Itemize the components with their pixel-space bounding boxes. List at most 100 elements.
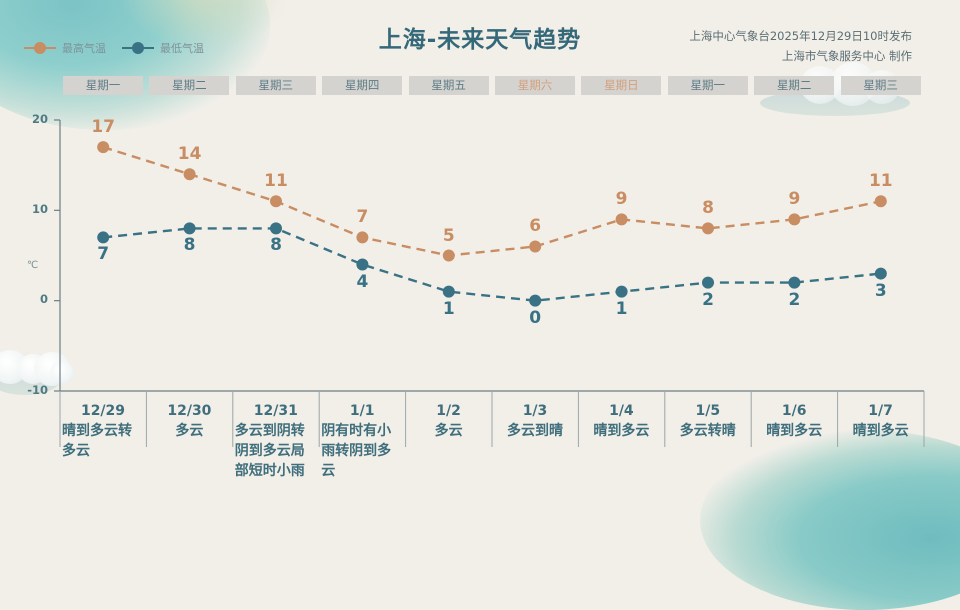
low-temp-point[interactable] xyxy=(874,267,887,280)
low-temp-label: 8 xyxy=(183,235,196,256)
high-temp-point[interactable] xyxy=(874,195,887,208)
forecast-date: 1/6 xyxy=(781,403,807,419)
forecast-column: 1/6 晴到多云 xyxy=(751,401,837,441)
low-temp-point[interactable] xyxy=(97,231,110,244)
y-tick-label: -10 xyxy=(27,383,48,397)
low-temp-label: 0 xyxy=(529,307,542,328)
high-temp-line xyxy=(102,145,882,257)
weekday-tabs: 星期一 星期二 星期三 星期四 星期五 星期六 星期日 星期一 星期二 星期三 xyxy=(63,76,923,96)
y-axis-unit: ℃ xyxy=(27,260,39,271)
weekend-tab: 星期日 xyxy=(581,76,662,95)
high-temp-label: 17 xyxy=(91,117,116,138)
low-temp-label: 1 xyxy=(442,298,455,319)
forecast-column: 12/29 晴到多云转多云 xyxy=(60,401,146,461)
high-temp-point[interactable] xyxy=(702,222,714,235)
forecast-weather: 晴到多云 xyxy=(852,423,909,439)
weekday-tab: 星期五 xyxy=(408,76,489,95)
high-temp-label: 11 xyxy=(264,171,288,192)
forecast-date: 12/30 xyxy=(167,403,212,419)
forecast-column: 1/2 多云 xyxy=(406,401,492,441)
y-tick-label: 10 xyxy=(31,202,48,216)
low-temp-label: 7 xyxy=(97,244,110,265)
low-temp-point[interactable] xyxy=(442,285,455,298)
weekday-tab: 星期一 xyxy=(667,76,748,95)
forecast-weather: 阴有时有小雨转阴到多云 xyxy=(321,423,392,479)
chart-legend: 最高气温 最低气温 xyxy=(24,40,220,56)
forecast-weather: 晴到多云 xyxy=(766,423,823,439)
low-temp-label: 4 xyxy=(356,271,369,292)
high-temp-point[interactable] xyxy=(615,213,628,226)
high-temp-label: 7 xyxy=(356,207,369,228)
high-temp-label: 8 xyxy=(702,198,714,219)
high-temp-label: 9 xyxy=(788,189,801,210)
forecast-date: 1/1 xyxy=(349,403,375,419)
legend-label-low: 最低气温 xyxy=(160,42,204,55)
weekday-tab: 星期一 xyxy=(63,76,143,95)
y-tick-label: 0 xyxy=(39,292,48,306)
page-title: 上海-未来天气趋势 xyxy=(378,27,582,53)
high-temp-point[interactable] xyxy=(788,213,801,226)
weekday-tab: 星期四 xyxy=(322,76,403,95)
forecast-weather: 多云 xyxy=(434,423,463,439)
low-temp-point[interactable] xyxy=(529,294,542,307)
weekend-tab: 星期六 xyxy=(495,76,575,95)
high-temp-label: 6 xyxy=(529,216,542,237)
high-temp-point[interactable] xyxy=(529,240,542,253)
low-temp-point[interactable] xyxy=(270,222,282,235)
forecast-date: 1/3 xyxy=(522,403,548,419)
forecast-date: 1/4 xyxy=(609,403,634,419)
forecast-column: 12/30 多云 xyxy=(146,401,232,441)
high-temp-point[interactable] xyxy=(270,195,282,208)
forecast-column: 1/1 阴有时有小雨转阴到多云 xyxy=(319,401,405,481)
high-temp-point[interactable] xyxy=(97,141,110,154)
forecast-column: 1/4 晴到多云 xyxy=(578,401,664,441)
forecast-date: 12/29 xyxy=(80,403,126,419)
forecast-date: 12/31 xyxy=(253,403,298,419)
low-temp-label: 2 xyxy=(702,289,714,310)
high-temp-label: 14 xyxy=(177,144,202,165)
low-temp-point[interactable] xyxy=(702,276,714,289)
weekday-tab: 星期三 xyxy=(235,76,316,95)
forecast-weather: 多云转晴 xyxy=(679,423,736,439)
temperature-chart xyxy=(54,119,925,447)
forecast-weather: 晴到多云 xyxy=(593,423,650,439)
low-temp-point[interactable] xyxy=(183,222,196,235)
forecast-date: 1/5 xyxy=(695,403,721,419)
forecast-column: 1/7 晴到多云 xyxy=(838,401,924,441)
forecast-date: 1/7 xyxy=(868,403,893,419)
high-temp-label: 9 xyxy=(615,189,628,210)
low-temp-line xyxy=(103,227,881,302)
forecast-weather: 多云到晴 xyxy=(507,423,563,439)
low-temp-label: 3 xyxy=(874,280,887,301)
forecast-column: 12/31 多云到阴转阴到多云局部短时小雨 xyxy=(233,401,319,481)
forecast-date: 1/2 xyxy=(436,403,461,419)
legend-label-high: 最高气温 xyxy=(62,42,106,55)
forecast-weather: 多云 xyxy=(175,423,204,439)
weekday-tab: 星期二 xyxy=(149,76,230,95)
forecast-column: 1/3 多云到晴 xyxy=(492,401,578,441)
low-temp-point[interactable] xyxy=(356,258,369,271)
high-temp-point[interactable] xyxy=(183,168,196,181)
low-temp-label: 2 xyxy=(788,289,801,310)
high-temp-point[interactable] xyxy=(356,231,369,244)
low-temp-label: 1 xyxy=(615,298,628,319)
legend-item-low[interactable]: 最低气温 xyxy=(122,40,204,56)
publisher-line-1: 上海中心气象台2025年12月29日10时发布 xyxy=(689,29,912,43)
high-temp-label: 5 xyxy=(442,225,455,246)
forecast-column: 1/5 多云转晴 xyxy=(665,401,751,441)
low-temp-marker-icon xyxy=(122,42,154,54)
weekday-tab: 星期三 xyxy=(840,76,921,95)
publisher-line-2: 上海市气象服务中心 制作 xyxy=(781,49,912,63)
legend-item-high[interactable]: 最高气温 xyxy=(24,40,106,56)
low-temp-point[interactable] xyxy=(615,285,628,298)
high-temp-marker-icon xyxy=(24,42,56,54)
low-temp-label: 8 xyxy=(270,235,282,256)
weekday-tab: 星期二 xyxy=(754,76,835,95)
publisher-info: 上海中心气象台2025年12月29日10时发布 上海市气象服务中心 制作 xyxy=(689,26,912,66)
high-temp-point[interactable] xyxy=(442,249,455,262)
high-temp-label: 11 xyxy=(868,171,893,192)
y-tick-label: 20 xyxy=(31,112,48,126)
forecast-weather: 多云到阴转阴到多云局部短时小雨 xyxy=(234,423,305,479)
forecast-weather: 晴到多云转多云 xyxy=(62,423,132,459)
low-temp-point[interactable] xyxy=(788,276,801,289)
